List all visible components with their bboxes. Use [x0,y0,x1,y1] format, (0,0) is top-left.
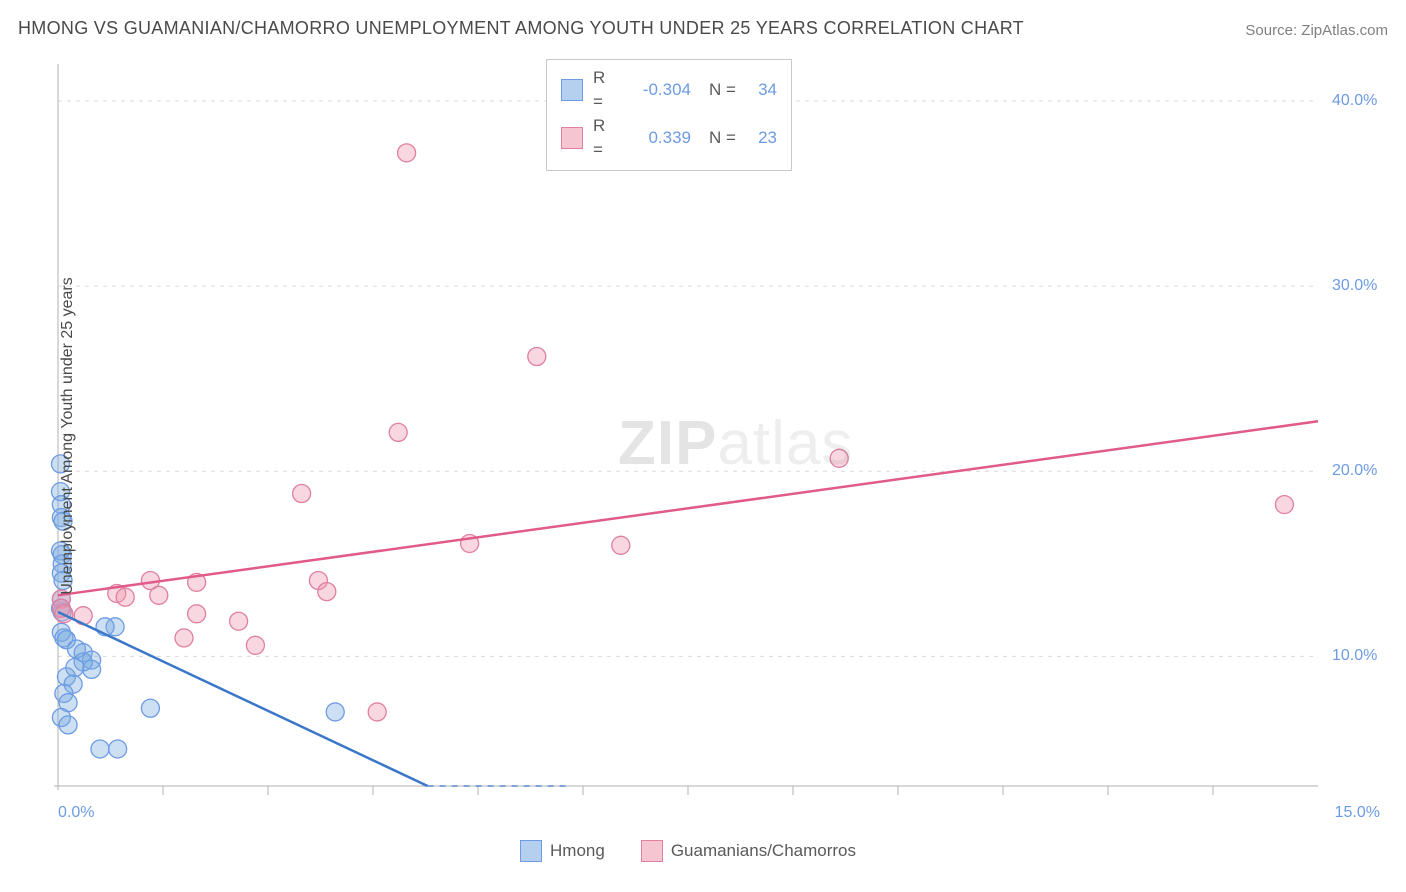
legend-swatch [561,79,583,101]
r-value: 0.339 [627,126,691,150]
legend-label: Hmong [550,841,605,861]
legend-swatch [561,127,583,149]
y-axis-label: Unemployment Among Youth under 25 years [59,277,77,595]
n-label: N = [709,126,737,150]
y-tick-label: 20.0% [1332,462,1377,480]
r-label: R = [593,66,617,114]
r-value: -0.304 [627,78,691,102]
plot-area: Unemployment Among Youth under 25 years … [48,56,1388,816]
r-label: R = [593,114,617,162]
legend-item-hmong: Hmong [520,840,605,862]
x-tick-label: 15.0% [1335,804,1380,822]
y-tick-label: 30.0% [1332,277,1377,295]
legend-item-guamanian: Guamanians/Chamorros [641,840,856,862]
source-prefix: Source: [1245,22,1301,39]
source-link[interactable]: ZipAtlas.com [1301,22,1388,39]
source-attribution: Source: ZipAtlas.com [1245,22,1388,39]
x-tick-label: 0.0% [58,804,94,822]
legend-row-hmong: R = -0.304 N = 34 [561,66,777,114]
y-tick-label: 10.0% [1332,647,1377,665]
n-label: N = [709,78,737,102]
series-legend: Hmong Guamanians/Chamorros [520,840,878,862]
n-value: 23 [747,126,777,150]
legend-label: Guamanians/Chamorros [671,841,856,861]
chart-title: HMONG VS GUAMANIAN/CHAMORRO UNEMPLOYMENT… [18,18,1024,39]
n-value: 34 [747,78,777,102]
legend-row-guamanian: R = 0.339 N = 23 [561,114,777,162]
legend-swatch [520,840,542,862]
legend-swatch [641,840,663,862]
correlation-legend: R = -0.304 N = 34 R = 0.339 N = 23 [546,59,792,171]
y-tick-label: 40.0% [1332,92,1377,110]
